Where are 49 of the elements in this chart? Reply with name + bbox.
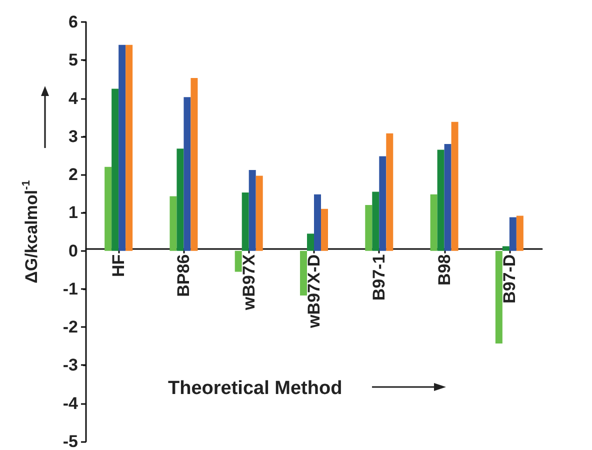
- bar: [372, 192, 380, 251]
- bar: [365, 205, 372, 251]
- y-tick-label: 5: [68, 50, 78, 70]
- bar: [379, 156, 386, 251]
- bar: [126, 44, 133, 251]
- y-tick-label: 6: [68, 12, 78, 32]
- x-tick-label: B98: [434, 254, 454, 286]
- x-tick-label: HF: [109, 254, 128, 277]
- bar: [256, 176, 263, 251]
- y-tick-label: -3: [62, 356, 78, 375]
- bar: [112, 88, 119, 251]
- y-tick-label: -2: [62, 318, 78, 337]
- y-tick-label: 1: [68, 203, 78, 222]
- y-axis-title: ΔG/kcalmol-1: [20, 180, 41, 284]
- bar: [184, 97, 191, 251]
- bar: [307, 234, 314, 251]
- y-tick-label: -1: [62, 279, 78, 298]
- bar: [248, 170, 256, 251]
- bar: [321, 208, 328, 251]
- bar: [495, 250, 502, 344]
- x-tick-label: B97-1: [370, 254, 389, 301]
- bar: [502, 246, 510, 251]
- y-tick-label: 3: [68, 126, 78, 146]
- bar: [242, 192, 249, 251]
- bar: [516, 216, 524, 251]
- bar: [509, 217, 516, 251]
- bar: [300, 250, 307, 296]
- bar: [234, 250, 242, 272]
- y-tick-label: -5: [62, 432, 78, 450]
- bar: [118, 44, 126, 251]
- x-tick-label: B97-D: [500, 254, 519, 304]
- bar: [190, 78, 198, 251]
- x-axis-title: Theoretical Method: [168, 378, 342, 399]
- x-tick-label: BP86: [174, 254, 194, 297]
- bar: [437, 150, 444, 251]
- y-tick-label: -4: [62, 394, 79, 413]
- y-tick-label: 2: [68, 165, 78, 184]
- bar: [170, 196, 177, 251]
- x-tick-label: wB97X: [239, 254, 258, 312]
- bar: [430, 194, 438, 251]
- bar: [451, 122, 458, 251]
- y-tick-label: 4: [68, 88, 79, 108]
- y-tick-label: 0: [68, 241, 78, 260]
- bar: [104, 166, 112, 251]
- bar: [386, 133, 394, 251]
- x-tick-label: wB97X-D: [304, 254, 324, 330]
- bar: [444, 144, 452, 251]
- bar: [176, 148, 184, 251]
- bar: [314, 194, 321, 251]
